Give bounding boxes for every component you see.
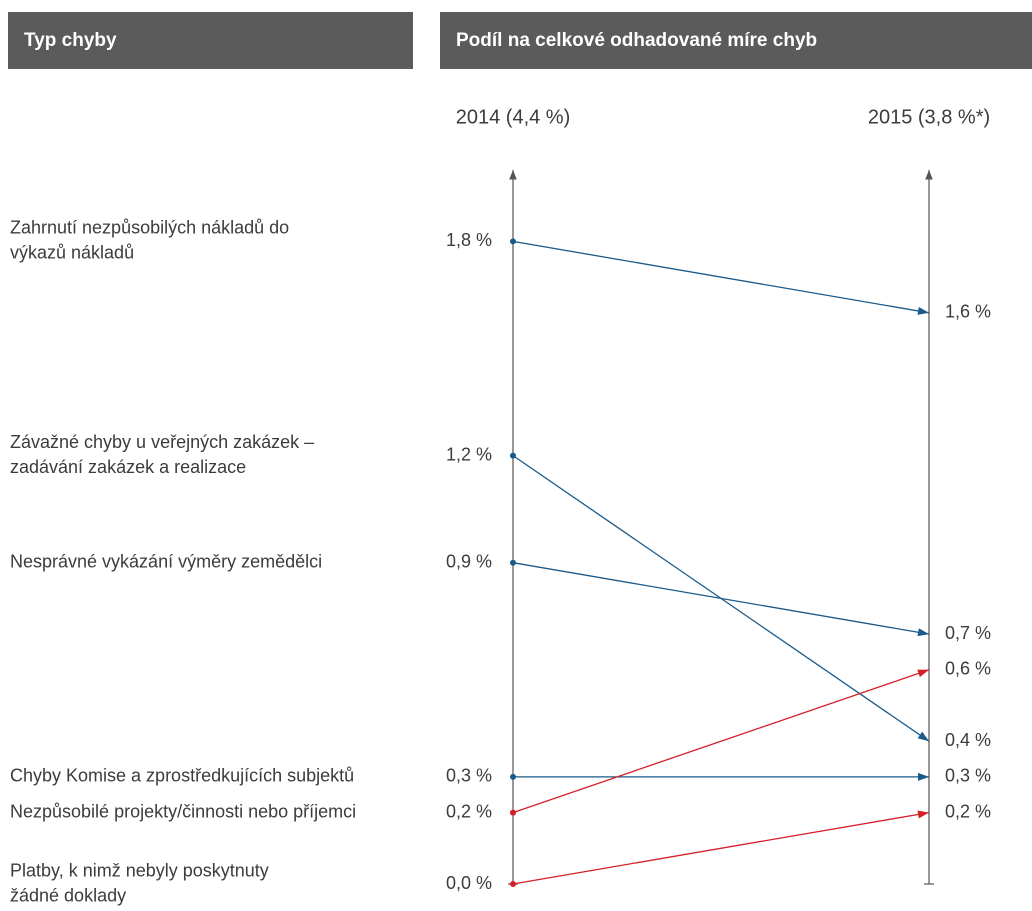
- axis-title: 2015 (3,8 %*): [868, 106, 990, 128]
- category-label: Nesprávné vykázání výměry zemědělci: [10, 551, 322, 571]
- category-label: Platby, k nimž nebyly poskytnuty: [10, 860, 269, 880]
- category-label: zadávání zakázek a realizace: [10, 457, 246, 477]
- value-label: 1,8 %: [446, 230, 492, 250]
- value-label: 1,2 %: [446, 444, 492, 464]
- arrow-head: [917, 810, 929, 819]
- header-bar: [440, 12, 1032, 69]
- slope-line: [512, 669, 930, 814]
- slope-line: [512, 811, 930, 885]
- arrow-head: [917, 306, 929, 315]
- category-label: Chyby Komise a zprostředkujících subjekt…: [10, 766, 354, 786]
- slope-line: [512, 562, 930, 635]
- value-label: 0,6 %: [945, 659, 991, 679]
- arrow-head: [917, 628, 929, 637]
- category-label: Závažné chyby u veřejných zakázek –: [10, 432, 314, 452]
- value-label: 0,0 %: [446, 873, 492, 893]
- category-label: žádné doklady: [10, 885, 126, 905]
- value-label: 0,2 %: [945, 801, 991, 821]
- header: Typ chyby: [24, 30, 117, 51]
- start-dot: [510, 452, 516, 459]
- start-dot: [510, 809, 516, 816]
- start-dot: [510, 881, 516, 887]
- start-dot: [510, 559, 516, 566]
- axis-title: 2014 (4,4 %): [456, 106, 571, 128]
- value-label: 1,6 %: [945, 302, 991, 322]
- value-label: 0,9 %: [446, 551, 492, 571]
- category-label: výkazů nákladů: [10, 243, 134, 263]
- start-dot: [510, 773, 516, 780]
- arrow-head: [918, 772, 929, 781]
- slope-line: [512, 240, 930, 314]
- header: Podíl na celkové odhadované míre chyb: [456, 30, 817, 51]
- header-bar: [8, 12, 413, 69]
- start-dot: [510, 238, 516, 245]
- value-label: 0,2 %: [446, 801, 492, 821]
- category-label: Nezpůsobilé projekty/činnosti nebo příje…: [10, 801, 356, 821]
- arrow-head: [917, 669, 929, 678]
- arrow-head: [917, 731, 929, 742]
- value-label: 0,7 %: [945, 623, 991, 643]
- value-label: 0,3 %: [446, 766, 492, 786]
- value-label: 0,4 %: [945, 730, 991, 750]
- value-label: 0,3 %: [945, 766, 991, 786]
- category-label: Zahrnutí nezpůsobilých nákladů do: [10, 218, 289, 238]
